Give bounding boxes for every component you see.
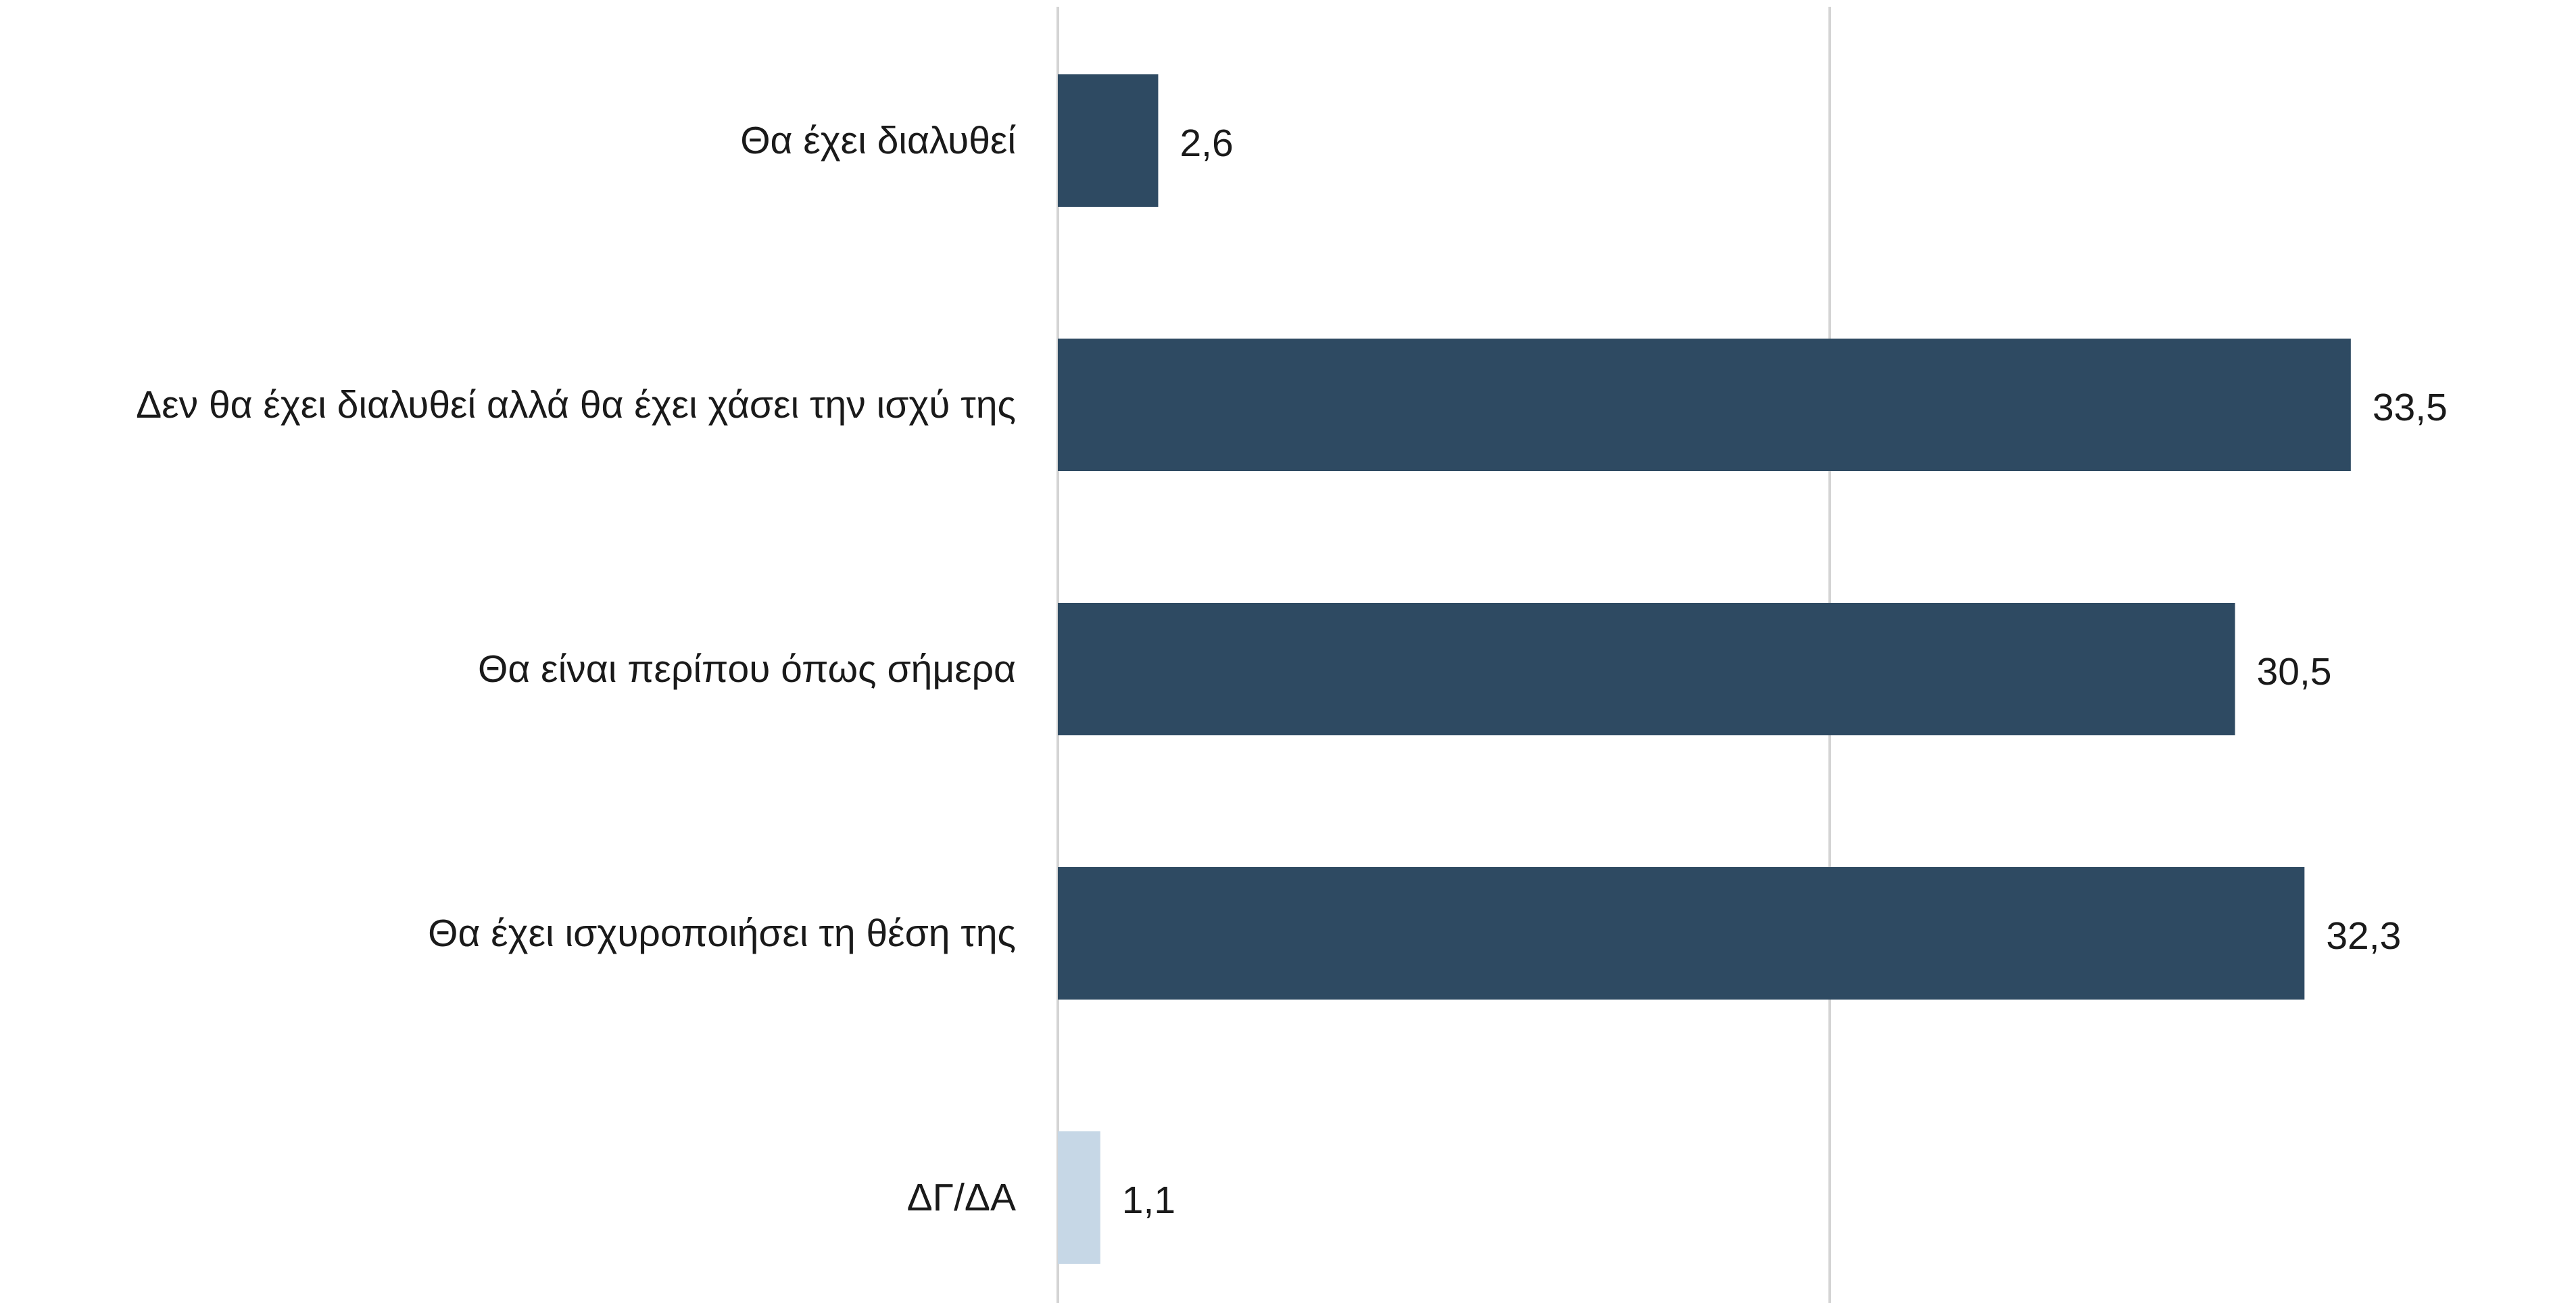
category-label-0: Θα έχει διαλυθεί <box>740 119 1016 162</box>
value-label-2: 30,5 <box>2257 650 2332 693</box>
bar-3 <box>1058 867 2305 1000</box>
bar-0 <box>1058 74 1159 207</box>
category-labels: Θα έχει διαλυθεί Δεν θα έχει διαλυθεί αλλ… <box>136 119 1016 1219</box>
category-label-3: Θα έχει ισχυροποιήσει τη θέση της <box>428 912 1016 955</box>
category-label-4: ΔΓ/ΔΑ <box>907 1176 1016 1219</box>
bar-1 <box>1058 339 2351 471</box>
value-label-0: 2,6 <box>1180 122 1233 165</box>
bar-4 <box>1058 1131 1100 1264</box>
bar-2 <box>1058 603 2235 735</box>
bars <box>1058 74 2351 1264</box>
value-labels: 2,6 33,5 30,5 32,3 1,1 <box>1122 122 2448 1222</box>
value-label-1: 33,5 <box>2373 386 2448 429</box>
value-label-3: 32,3 <box>2326 914 2401 958</box>
value-label-4: 1,1 <box>1122 1179 1175 1222</box>
category-label-2: Θα είναι περίπου όπως σήμερα <box>478 647 1016 691</box>
category-label-1: Δεν θα έχει διαλυθεί αλλά θα έχει χάσει … <box>136 383 1016 426</box>
